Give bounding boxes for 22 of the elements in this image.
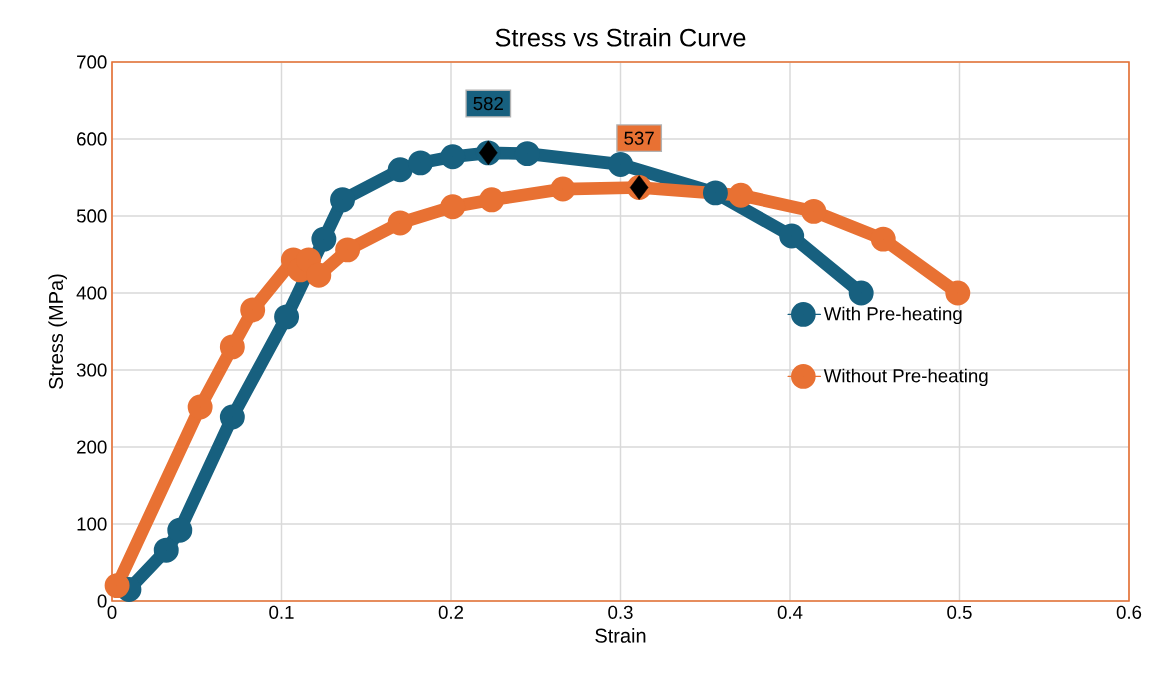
y-tick-label: 300 xyxy=(76,363,107,377)
data-label: 582 xyxy=(473,96,503,111)
y-tick-label: 600 xyxy=(77,132,107,146)
y-tick-label: 700 xyxy=(77,55,107,69)
y-tick-label: 400 xyxy=(76,286,107,300)
x-tick-label: 0.4 xyxy=(777,605,803,619)
data-label: 537 xyxy=(624,131,654,145)
x-tick-label: 0.2 xyxy=(438,605,464,619)
y-tick-label: 500 xyxy=(76,209,107,223)
legend-label: Without Pre-heating xyxy=(823,368,988,387)
x-axis-title: Strain xyxy=(595,628,646,643)
chart-title: Stress vs Strain Curve xyxy=(495,28,746,47)
x-tick-label: 0.6 xyxy=(1116,605,1142,619)
y-tick-label: 0 xyxy=(97,594,107,608)
x-tick-label: 0.5 xyxy=(947,605,972,619)
y-axis-title: Stress (MPa) xyxy=(48,274,67,389)
x-tick-label: 0.1 xyxy=(269,605,294,619)
y-tick-label: 100 xyxy=(77,517,107,531)
legend-label: With Pre-heating xyxy=(823,306,962,325)
x-tick-label: 0.3 xyxy=(608,605,633,619)
y-tick-label: 200 xyxy=(77,440,107,454)
x-tick-label: 0 xyxy=(107,605,117,619)
